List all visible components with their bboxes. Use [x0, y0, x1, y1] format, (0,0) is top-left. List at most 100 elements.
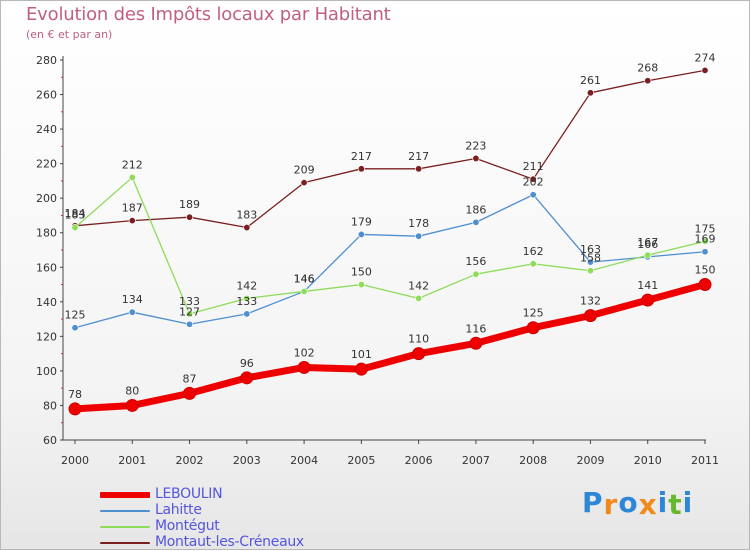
logo-letter: r — [603, 488, 619, 521]
data-label-montaut-les-creneaux: 261 — [580, 74, 601, 87]
data-point-leboulin — [526, 321, 540, 335]
data-label-lahitte: 169 — [695, 233, 716, 246]
legend-swatch — [100, 542, 150, 544]
axes: 60 80 100 120 140 160 180 200 220 240 260 280 2000 20… — [36, 54, 719, 467]
y-tick-label: 60 — [43, 434, 57, 447]
data-label-montaut-les-creneaux: 268 — [637, 62, 658, 75]
data-labels-layer: 184 187 189 183 209 217 217 223 211 261 268 274 125 1… — [65, 51, 716, 401]
legend-swatch — [100, 510, 150, 512]
data-point-lahitte — [415, 232, 423, 240]
data-point-montaut-les-creneaux — [186, 213, 194, 221]
data-label-montaut-les-creneaux: 217 — [351, 150, 372, 163]
data-point-montaut-les-creneaux — [415, 165, 423, 173]
data-point-montegut — [472, 270, 480, 278]
series-line-leboulin — [71, 281, 709, 413]
data-point-lahitte — [586, 258, 594, 266]
x-tick-label: 2006 — [405, 454, 433, 467]
data-label-montegut: 146 — [294, 272, 315, 285]
x-tick-label: 2000 — [61, 454, 89, 467]
data-point-leboulin — [240, 371, 254, 385]
data-point-lahitte — [71, 324, 79, 332]
legend-item-lahitte[interactable]: Lahitte — [100, 502, 360, 519]
data-point-montegut — [701, 237, 709, 245]
data-point-leboulin — [698, 278, 712, 292]
data-label-montegut: 156 — [465, 255, 486, 268]
series-layer — [68, 66, 712, 416]
data-point-leboulin — [354, 362, 368, 376]
legend-item-montegut[interactable]: Montégut — [100, 518, 360, 535]
y-tick-label: 100 — [36, 365, 57, 378]
data-point-montaut-les-creneaux — [644, 77, 652, 85]
data-point-montegut — [357, 281, 365, 289]
data-label-lahitte: 186 — [465, 203, 486, 216]
data-label-leboulin: 150 — [695, 264, 716, 277]
data-label-leboulin: 116 — [465, 322, 486, 335]
series-line-montaut-les-creneaux — [74, 69, 706, 229]
y-tick-label: 140 — [36, 296, 57, 309]
data-point-lahitte — [243, 310, 251, 318]
y-tick-label: 120 — [36, 330, 57, 343]
data-point-montegut — [186, 310, 194, 318]
series-line-montegut — [74, 176, 706, 315]
data-point-montegut — [243, 294, 251, 302]
data-label-lahitte: 179 — [351, 215, 372, 228]
data-point-lahitte — [128, 308, 136, 316]
x-tick-label: 2011 — [691, 454, 719, 467]
series-line-lahitte — [74, 194, 706, 329]
y-tick-label: 200 — [36, 192, 57, 205]
logo-letter: P — [582, 486, 604, 519]
data-label-montaut-les-creneaux: 209 — [294, 164, 315, 177]
data-label-montaut-les-creneaux: 189 — [179, 198, 200, 211]
data-label-lahitte: 163 — [580, 243, 601, 256]
data-label-lahitte: 146 — [294, 272, 315, 285]
logo-letter: o — [618, 486, 639, 519]
data-label-leboulin: 80 — [125, 384, 139, 397]
logo-letter: i — [682, 486, 694, 519]
data-label-leboulin: 132 — [580, 295, 601, 308]
data-point-lahitte — [701, 248, 709, 256]
logo-letter: t — [668, 488, 683, 521]
data-label-lahitte: 125 — [65, 309, 86, 322]
data-label-montaut-les-creneaux: 211 — [523, 160, 544, 173]
data-point-leboulin — [297, 360, 311, 374]
x-tick-label: 2003 — [233, 454, 261, 467]
data-label-lahitte: 166 — [637, 238, 658, 251]
data-point-lahitte — [529, 191, 537, 199]
data-label-leboulin: 87 — [183, 372, 197, 385]
legend: LEBOULIN Lahitte Montégut Montaut-les-Cr… — [100, 486, 360, 551]
data-point-leboulin — [412, 347, 426, 361]
data-label-montegut: 133 — [179, 295, 200, 308]
data-point-leboulin — [641, 293, 655, 307]
data-point-leboulin — [469, 336, 483, 350]
data-point-montegut — [586, 267, 594, 275]
data-label-montegut: 162 — [523, 245, 544, 258]
data-label-leboulin: 96 — [240, 357, 254, 370]
x-tick-label: 2008 — [519, 454, 547, 467]
data-label-leboulin: 102 — [294, 346, 315, 359]
legend-item-montaut-les-creneaux[interactable]: Montaut-les-Créneaux — [100, 534, 360, 551]
data-label-montaut-les-creneaux: 184 — [65, 207, 86, 220]
data-label-leboulin: 125 — [523, 307, 544, 320]
x-tick-label: 2010 — [634, 454, 662, 467]
data-point-montaut-les-creneaux — [586, 89, 594, 97]
data-point-montaut-les-creneaux — [300, 179, 308, 187]
data-label-montegut: 175 — [695, 222, 716, 235]
x-tick-label: 2004 — [290, 454, 318, 467]
data-label-lahitte: 127 — [179, 305, 200, 318]
data-point-lahitte — [357, 230, 365, 238]
legend-item-leboulin[interactable]: LEBOULIN — [100, 486, 360, 503]
data-label-leboulin: 110 — [408, 333, 429, 346]
data-label-montaut-les-creneaux: 274 — [695, 51, 716, 64]
data-label-leboulin: 78 — [68, 388, 82, 401]
y-tick-label: 220 — [36, 158, 57, 171]
x-tick-label: 2005 — [347, 454, 375, 467]
legend-label: Montaut-les-Créneaux — [155, 534, 304, 550]
x-tick-label: 2007 — [462, 454, 490, 467]
x-tick-label: 2009 — [576, 454, 604, 467]
y-tick-label: 80 — [43, 399, 57, 412]
data-point-montegut — [300, 287, 308, 295]
data-point-montaut-les-creneaux — [472, 154, 480, 162]
legend-label: Montégut — [155, 518, 220, 534]
data-label-lahitte: 202 — [523, 176, 544, 189]
data-point-montegut — [71, 224, 79, 232]
